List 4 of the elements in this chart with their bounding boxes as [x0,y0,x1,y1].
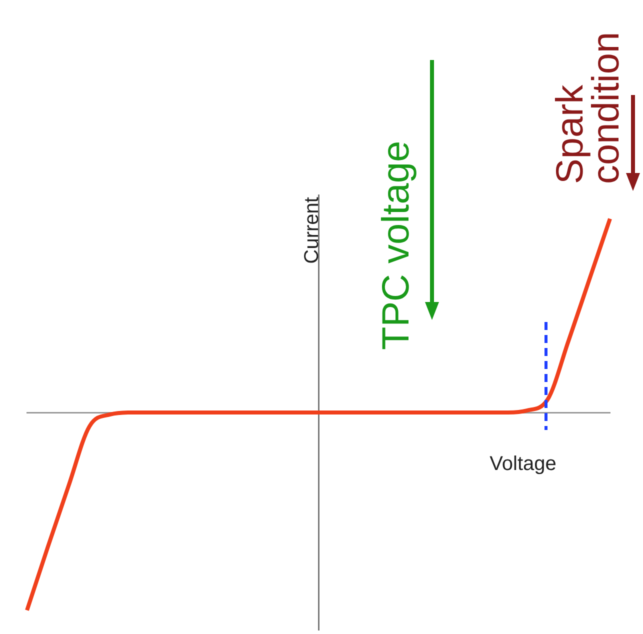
x-axis-title: Voltage [490,453,556,476]
text: Spark condition [549,32,628,184]
y-axis-title: Current [301,196,324,264]
annotation: TPC voltage [375,140,418,350]
